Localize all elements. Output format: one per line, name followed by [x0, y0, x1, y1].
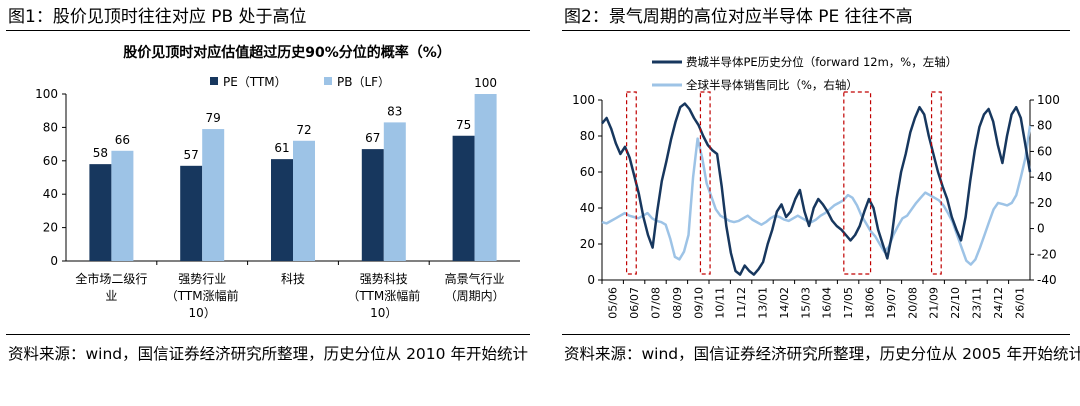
bar-pe — [89, 164, 112, 261]
x-tick-label: 24/12 — [992, 287, 1005, 319]
y-tick-label-right: 40 — [1037, 170, 1052, 184]
y-tick-label-left: 0 — [587, 273, 595, 287]
y-tick-label-left: 80 — [580, 129, 595, 143]
figure-2-source: 资料来源：wind，国信证券经济研究所整理，历史分位从 2005 年开始统计 — [564, 345, 1080, 363]
category-label: （周期内） — [445, 289, 505, 303]
x-tick-label: 18/06 — [864, 287, 877, 319]
category-label: 10） — [370, 306, 397, 320]
figure-1-source: 资料来源：wind，国信证券经济研究所整理，历史分位从 2010 年开始统计 — [8, 345, 528, 363]
x-tick-label: 19/07 — [885, 287, 898, 319]
figure-1-title: 图1：股价见顶时往往对应 PB 处于高位 — [8, 7, 307, 27]
bar-pe — [271, 159, 293, 261]
bar-pb — [293, 140, 315, 261]
bar-pb — [111, 150, 134, 261]
highlight-box — [930, 91, 942, 275]
x-tick-label: 11/12 — [735, 287, 748, 319]
highlight-box — [843, 91, 872, 275]
category-label: 全市场二级行 — [75, 271, 147, 286]
x-tick-label: 23/11 — [971, 287, 984, 319]
data-label-pb: 66 — [115, 133, 130, 147]
legend-pb-swatch — [324, 77, 332, 85]
bar-pe — [361, 149, 384, 261]
figure-2-title: 图2：景气周期的高位对应半导体 PE 往往不高 — [564, 7, 913, 27]
series-line-pe-percentile — [601, 102, 1032, 276]
x-tick-label: 08/09 — [671, 287, 684, 319]
category-label: 强势科技 — [360, 272, 408, 286]
bar-pe — [452, 135, 475, 261]
legend-pb-label: PB（LF） — [337, 75, 390, 89]
category-label: 10） — [189, 306, 216, 320]
legend-pe-label: 费城半导体PE历史分位（forward 12m，%，左轴） — [686, 55, 957, 69]
data-label-pb: 100 — [474, 76, 497, 90]
chart-title: 股价见顶时对应估值超过历史90%分位的概率（%） — [123, 44, 451, 61]
figure-1-top-rule — [6, 30, 530, 31]
x-tick-label: 17/05 — [842, 287, 855, 319]
category-label: 高景气行业 — [445, 271, 505, 286]
y-tick-label-right: 100 — [1037, 93, 1060, 107]
bar-pb — [202, 129, 225, 261]
y-tick-label: 80 — [43, 120, 58, 134]
y-tick-label: 0 — [50, 254, 58, 268]
figure-2-bottom-rule — [562, 334, 1070, 335]
category-label: 业 — [105, 289, 117, 303]
category-label: （TTM涨幅前 — [166, 288, 239, 303]
x-tick-label: 22/10 — [949, 287, 962, 319]
y-tick-label-right: 0 — [1037, 222, 1045, 236]
x-tick-label: 06/07 — [628, 287, 641, 319]
data-label-pe: 75 — [456, 118, 471, 132]
bar-pb — [383, 122, 406, 261]
x-tick-label: 14/02 — [778, 287, 791, 319]
y-tick-label-left: 60 — [580, 165, 595, 179]
figure-1-panel: 图1：股价见顶时往往对应 PB 处于高位 股价见顶时对应估值超过历史90%分位的… — [6, 7, 530, 363]
legend-pe-label: PE（TTM） — [223, 75, 287, 89]
highlight-box — [626, 91, 637, 275]
figure-2-panel: 图2：景气周期的高位对应半导体 PE 往往不高 费城半导体PE历史分位（forw… — [556, 0, 1080, 406]
highlight-box — [699, 91, 711, 275]
category-label: （TTM涨幅前 — [347, 288, 420, 303]
data-label-pe: 67 — [365, 131, 380, 145]
data-label-pb: 79 — [206, 111, 221, 125]
y-tick-label-left: 20 — [580, 237, 595, 251]
data-label-pb: 72 — [296, 123, 311, 137]
x-tick-label: 09/10 — [692, 287, 705, 319]
bar-pb — [474, 94, 497, 261]
y-tick-label-left: 100 — [572, 93, 595, 107]
category-label: 科技 — [281, 272, 305, 286]
x-tick-label: 21/09 — [928, 287, 941, 319]
y-tick-label-left: 40 — [580, 201, 595, 215]
data-label-pe: 61 — [274, 141, 289, 155]
x-tick-label: 10/11 — [714, 287, 727, 319]
x-tick-label: 26/01 — [1013, 287, 1026, 319]
y-tick-label: 20 — [43, 221, 58, 235]
data-label-pe: 58 — [93, 146, 108, 160]
y-tick-label-right: -40 — [1037, 273, 1057, 287]
x-tick-label: 07/08 — [650, 287, 663, 319]
data-label-pe: 57 — [184, 148, 199, 162]
y-tick-label-right: 20 — [1037, 196, 1052, 210]
y-tick-label-right: 60 — [1037, 144, 1052, 158]
y-tick-label: 60 — [43, 154, 58, 168]
data-label-pb: 83 — [387, 104, 402, 118]
category-label: 强势行业 — [178, 272, 226, 286]
y-tick-label-right: 80 — [1037, 119, 1052, 133]
y-tick-label: 40 — [43, 187, 58, 201]
legend-pe-swatch — [210, 77, 218, 85]
x-tick-label: 05/06 — [607, 287, 620, 319]
line-chart: 费城半导体PE历史分位（forward 12m，%，左轴） 全球半导体销售同比（%… — [572, 55, 1060, 319]
figure-2-top-rule — [562, 30, 1070, 31]
bar-pe — [180, 165, 203, 261]
x-tick-label: 16/04 — [821, 287, 834, 319]
y-tick-label-right: -20 — [1037, 247, 1057, 261]
series-line-sales-yoy — [601, 125, 1032, 266]
x-tick-label: 13/01 — [757, 287, 770, 319]
x-tick-label: 20/08 — [906, 287, 919, 319]
figure-1-bottom-rule — [6, 334, 530, 335]
bar-chart: 股价见顶时对应估值超过历史90%分位的概率（%） PE（TTM） PB（LF） 0 20… — [35, 44, 520, 320]
legend-sales-label: 全球半导体销售同比（%，右轴） — [686, 78, 858, 92]
x-tick-label: 15/03 — [799, 287, 812, 319]
y-tick-label: 100 — [35, 87, 58, 101]
